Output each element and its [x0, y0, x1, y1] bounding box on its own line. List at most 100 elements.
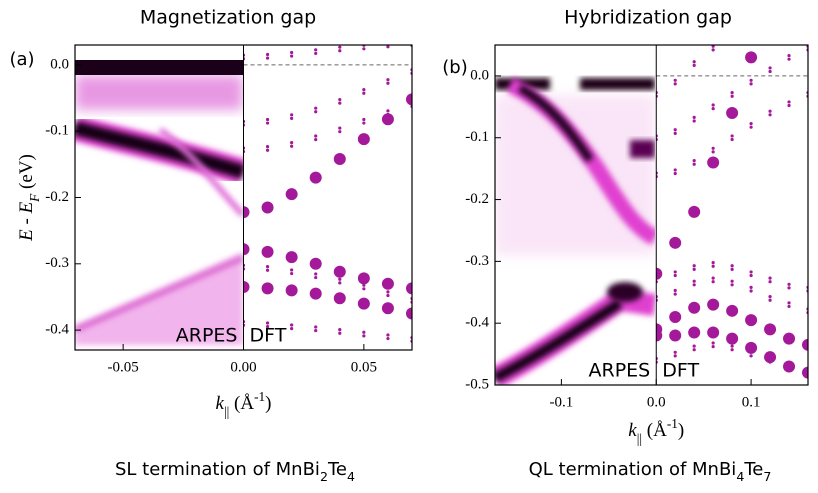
label-part: 7 — [763, 469, 771, 484]
dft-point — [357, 133, 370, 146]
label-part: k — [628, 420, 637, 441]
dft-point — [338, 331, 342, 335]
dft-point — [265, 265, 270, 269]
dft-point — [386, 290, 390, 294]
dft-point — [338, 101, 342, 105]
dft-point — [290, 323, 294, 327]
dft-point — [357, 272, 370, 285]
y-tick-label: 0.0 — [50, 56, 69, 72]
dft-point — [787, 100, 791, 104]
x-tick-label: -0.05 — [108, 359, 139, 375]
dft-point — [333, 292, 346, 305]
dft-point — [711, 150, 715, 154]
dft-point — [362, 117, 366, 122]
dft-point — [290, 268, 294, 272]
dft-point — [314, 110, 318, 114]
panel-label: (a) — [9, 49, 34, 70]
dft-point — [314, 134, 318, 138]
dft-point — [745, 341, 758, 354]
dft-point — [692, 283, 696, 287]
y-tick-label: -0.4 — [45, 322, 69, 338]
dft-point — [730, 283, 734, 287]
dft-point — [711, 341, 715, 345]
panel-label: (b) — [442, 57, 467, 78]
dft-point — [707, 298, 720, 311]
method-label: ARPES — [176, 325, 238, 347]
dft-point — [386, 109, 390, 113]
dft-point — [314, 272, 318, 276]
dft-point — [362, 330, 366, 334]
label-part: E — [16, 201, 37, 214]
dft-point — [386, 45, 390, 49]
dft-point — [711, 48, 715, 52]
dft-point — [381, 113, 394, 126]
dft-point — [787, 53, 791, 58]
label-part: 4 — [736, 469, 744, 484]
dft-point — [381, 302, 394, 315]
dft-point — [764, 323, 777, 336]
dft-point — [745, 314, 758, 327]
dft-point — [386, 81, 390, 85]
dft-point — [243, 281, 250, 294]
dft-point — [688, 205, 701, 218]
label-part: 2 — [320, 469, 328, 484]
dft-point — [787, 366, 791, 370]
label-part: ) — [678, 420, 684, 441]
label-part: || — [637, 431, 642, 446]
dft-point — [726, 332, 739, 345]
dft-point — [309, 287, 322, 300]
dft-point — [362, 334, 366, 338]
dft-point — [386, 333, 390, 337]
dft-point — [261, 282, 274, 295]
dft-point — [290, 271, 294, 276]
x-axis-label: k|| (Å-1) — [628, 416, 684, 446]
x-tick-label: 0.1 — [742, 394, 761, 410]
y-tick-label: 0.0 — [470, 67, 489, 83]
dft-point — [726, 107, 739, 119]
dft-point — [669, 236, 682, 249]
dft-point — [673, 354, 677, 358]
dft-point — [333, 265, 346, 278]
dft-point — [730, 279, 734, 283]
dft-point — [673, 78, 677, 82]
dft-point — [726, 304, 739, 317]
dft-point — [265, 121, 270, 125]
dft-point — [787, 282, 791, 286]
label-part: Te — [743, 459, 763, 480]
y-tick-label: -0.4 — [465, 315, 489, 331]
dft-point — [783, 360, 796, 373]
dft-point — [314, 48, 318, 52]
dft-point — [290, 141, 294, 145]
dft-point — [338, 328, 342, 332]
dft-point — [692, 63, 696, 67]
dft-point — [673, 350, 677, 354]
dft-point — [711, 345, 715, 349]
dft-point — [338, 281, 342, 285]
dft-point — [656, 329, 663, 342]
dft-bands — [656, 45, 808, 379]
dft-point — [338, 97, 342, 102]
dft-point — [768, 66, 772, 70]
dft-point — [730, 267, 734, 271]
dft-point — [787, 304, 791, 309]
dft-point — [265, 268, 270, 272]
dft-point — [692, 115, 696, 119]
dft-point — [730, 344, 734, 348]
dft-point — [688, 301, 701, 314]
label-part: E — [16, 229, 37, 242]
dft-point — [362, 283, 366, 287]
dft-point — [290, 116, 294, 121]
y-tick-label: -0.3 — [45, 255, 69, 271]
dft-point — [692, 348, 696, 352]
label-part: F — [27, 193, 42, 203]
dft-point — [768, 280, 772, 284]
dft-point — [314, 325, 318, 329]
dft-point — [787, 301, 791, 305]
dft-point — [749, 289, 753, 293]
dft-point — [261, 245, 274, 258]
dft-point — [711, 103, 715, 107]
x-tick-label: 0.0 — [647, 394, 666, 410]
dft-point — [338, 126, 342, 130]
chart-title: Hybridization gap — [564, 7, 732, 29]
caption: SL termination of MnBi2Te4 — [115, 459, 355, 484]
